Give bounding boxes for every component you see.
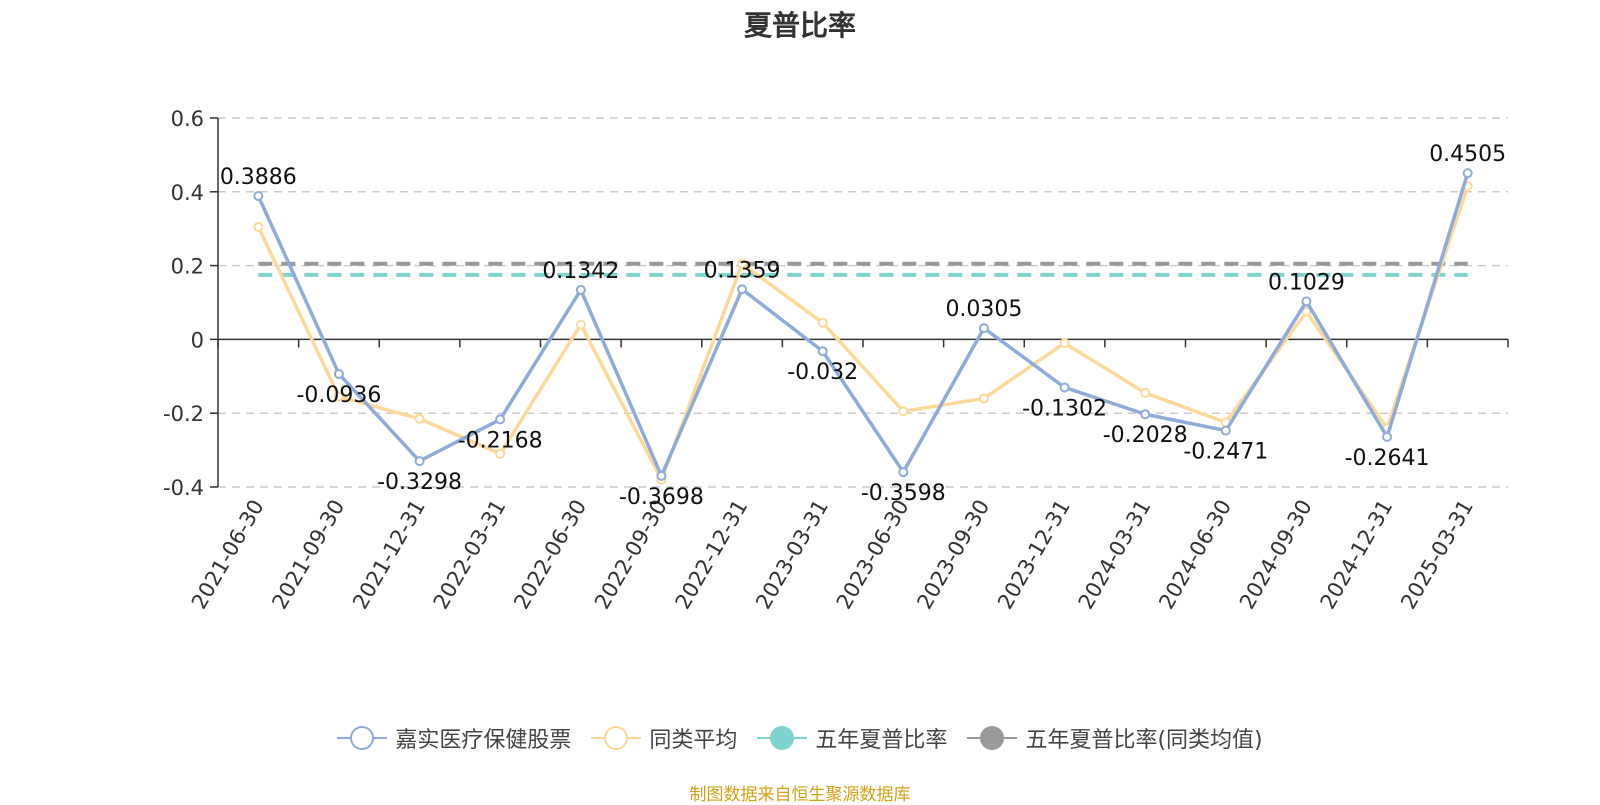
y-tick-label: 0.6 [171,107,204,131]
data-label: 0.4505 [1429,142,1506,167]
x-tick-label: 2023-09-30 [912,496,994,614]
legend-item[interactable]: 五年夏普比率(同类均值) [967,722,1263,754]
x-tick-label: 2024-12-31 [1316,496,1398,614]
x-tick-label: 2024-09-30 [1235,496,1317,614]
x-tick-label: 2021-06-30 [187,496,269,614]
data-point [898,467,909,478]
x-tick-label: 2023-03-31 [751,496,833,614]
x-tick-label: 2022-06-30 [509,496,591,614]
legend-label: 五年夏普比率(同类均值) [1025,728,1263,753]
legend-marker-icon [967,726,1018,750]
data-label: 0.1342 [542,259,619,284]
x-tick-label: 2022-03-31 [429,496,511,614]
legend-label: 嘉实医疗保健股票 [395,728,572,753]
data-point [737,284,748,295]
legend-marker-icon [757,726,808,750]
data-label: -0.032 [787,360,858,385]
data-point [737,258,748,269]
x-tick-label: 2024-03-31 [1074,496,1156,614]
data-label: -0.2641 [1345,446,1430,471]
legend-label: 五年夏普比率 [815,728,948,753]
data-label: -0.3698 [619,485,704,510]
data-label: 0.1359 [704,258,781,283]
chart-title: 夏普比率 [743,9,856,42]
legend: 嘉实医疗保健股票 同类平均 五年夏普比率 五年夏普比率(同类均值) [0,722,1600,757]
data-label: 0.3886 [220,165,297,190]
data-point [1301,296,1312,307]
x-tick-label: 2025-03-31 [1396,496,1478,614]
data-point [495,448,506,459]
data-label: 0.0305 [945,297,1022,322]
data-labels: 0.3886 -0.0936 -0.3298 -0.2168 0.1342 -0.3698… [220,142,1506,510]
data-point [1220,425,1231,436]
legend-label: 同类平均 [649,728,738,753]
data-point [1140,387,1151,398]
x-tick-label: 2022-09-30 [590,496,672,614]
data-point [414,456,425,467]
data-point [656,470,667,481]
data-point [817,346,828,357]
series-line [256,172,1470,478]
data-point [1059,338,1070,349]
data-label: -0.2028 [1103,423,1188,448]
data-label: -0.1302 [1022,396,1107,421]
data-point [253,191,264,202]
y-tick-label: -0.2 [163,402,204,426]
data-point [333,368,344,379]
legend-item[interactable]: 五年夏普比率 [757,722,947,754]
data-label: -0.3598 [861,481,946,506]
legend-marker-icon [591,726,642,750]
data-label: -0.2168 [458,428,543,453]
x-tick-label: 2023-12-31 [993,496,1075,614]
legend-item[interactable]: 嘉实医疗保健股票 [337,722,571,754]
data-point [333,391,344,402]
data-point [1462,168,1473,179]
x-tick-label: 2024-06-30 [1154,496,1236,614]
data-point [1140,409,1151,420]
legend-item[interactable]: 同类平均 [591,722,737,754]
series [253,168,1473,485]
data-point [1059,382,1070,393]
data-label: -0.2471 [1183,440,1268,465]
x-tick-label: 2021-09-30 [267,496,349,614]
data-point [817,317,828,328]
data-label: -0.0936 [296,383,381,408]
data-point [414,413,425,424]
y-tick-label: 0.4 [171,181,204,205]
x-tick-label: 2022-12-31 [671,496,753,614]
data-point [978,393,989,404]
data-label: -0.3298 [377,470,462,495]
data-point [253,221,264,232]
x-tick-label: 2023-06-30 [832,496,914,614]
grid-lines [218,117,1508,488]
data-point [1382,431,1393,442]
data-point [978,323,989,334]
y-tick-label: -0.4 [163,476,204,500]
legend-marker-icon [337,726,388,750]
data-point [898,406,909,417]
data-label: 0.1029 [1268,270,1345,295]
data-point [495,414,506,425]
data-point [575,284,586,295]
y-tick-label: 0.2 [171,255,204,279]
data-point [1301,306,1312,317]
data-point [575,319,586,330]
y-tick-label: 0 [191,328,204,352]
x-tick-label: 2021-12-31 [348,496,430,614]
source-note: 制图数据来自恒生聚源数据库 [689,785,911,805]
